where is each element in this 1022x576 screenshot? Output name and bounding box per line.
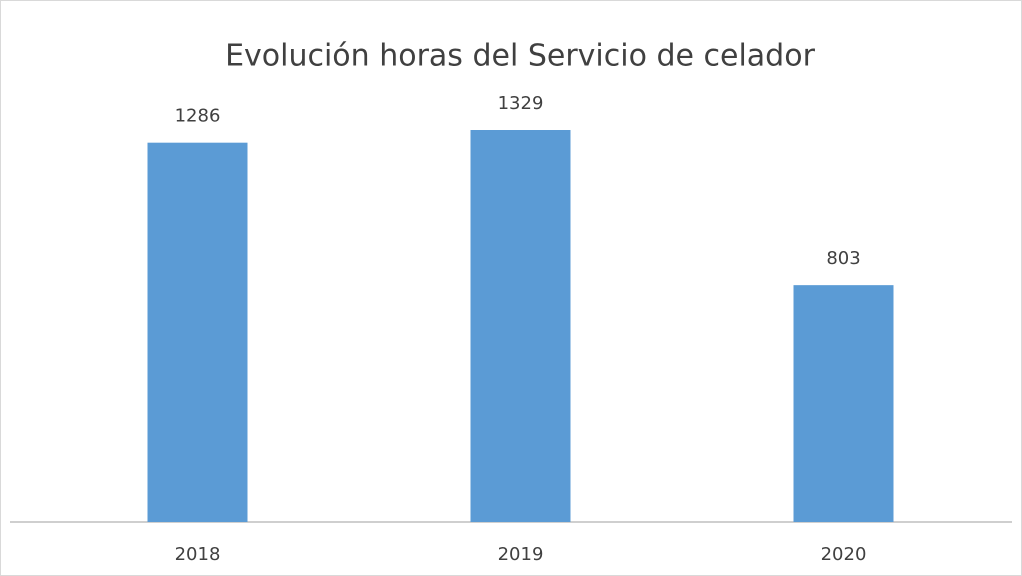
bar	[470, 130, 571, 522]
data-label: 803	[826, 248, 860, 269]
bar	[793, 285, 894, 522]
data-label: 1329	[498, 93, 544, 114]
x-tick-label: 2018	[175, 544, 221, 565]
data-label: 1286	[175, 106, 221, 127]
x-tick-label: 2019	[498, 544, 544, 565]
x-tick-label: 2020	[821, 544, 867, 565]
chart-title: Evolución horas del Servicio de celador	[225, 39, 816, 74]
bar	[147, 142, 248, 522]
